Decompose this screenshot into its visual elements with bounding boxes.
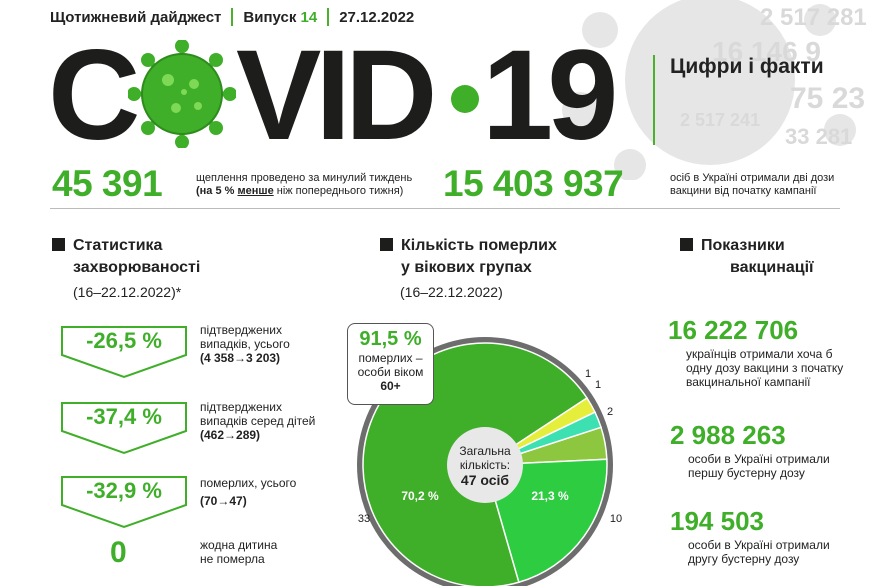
stat-range: (462→289) bbox=[200, 428, 261, 442]
vac-line: першу бустерну дозу bbox=[688, 466, 805, 480]
deaths-period: (16–22.12.2022) bbox=[400, 284, 503, 300]
count-label-1a: 1 bbox=[595, 379, 601, 391]
vac-line: другу бустерну дозу bbox=[688, 552, 800, 566]
total-label: Загальна bbox=[459, 444, 511, 458]
weekly-note-part-c: ніж попереднього тижня) bbox=[273, 185, 404, 197]
vaccination-title-line2: вакцинації bbox=[730, 259, 814, 276]
slice-label-70: 70,2 % bbox=[401, 489, 439, 503]
background-number: 75 23 bbox=[790, 82, 866, 115]
fully-note-line1: осіб в Україні отримали дві дози bbox=[670, 172, 835, 184]
section-bullet-icon bbox=[380, 238, 393, 251]
morbidity-period: (16–22.12.2022)* bbox=[73, 284, 182, 300]
issue-date: 27.12.2022 bbox=[339, 8, 415, 26]
stat-range: (4 358→3 203) bbox=[200, 351, 281, 365]
vac-line: українців отримали хоча б bbox=[686, 347, 833, 361]
morbidity-title-line2: захворюваності bbox=[73, 259, 201, 276]
green-dot-icon bbox=[451, 85, 479, 113]
callout-line: особи віком bbox=[357, 365, 424, 379]
total-label: кількість: bbox=[460, 458, 510, 472]
stat-range: (70→47) bbox=[200, 494, 247, 508]
first-booster-text: особи в Україні отримали першу бустерну … bbox=[688, 452, 830, 480]
count-label-1b: 1 bbox=[585, 368, 591, 380]
morbidity-title: Статистика захворюваності bbox=[52, 235, 200, 279]
count-label-33: 33 bbox=[358, 513, 370, 525]
deaths-change: -32,9 % bbox=[86, 478, 162, 503]
vac-line: особи в Україні отримали bbox=[688, 538, 830, 552]
confirmed-cases-change: -26,5 % bbox=[86, 328, 162, 353]
child-cases-text: підтверджених випадків серед дітей (462→… bbox=[200, 400, 315, 442]
deaths-title-line2: у вікових групах bbox=[401, 259, 532, 276]
callout-line: 60+ bbox=[380, 379, 401, 393]
background-number: 2 517 241 bbox=[680, 110, 761, 130]
digest-header: Щотижневий дайджест Випуск 14 27.12.2022 bbox=[50, 8, 414, 26]
fully-note-line2: вакцини від початку кампанії bbox=[670, 185, 817, 197]
one-dose-value: 16 222 706 bbox=[668, 315, 799, 345]
vaccination-title-line1: Показники bbox=[701, 237, 785, 254]
vac-line: особи в Україні отримали bbox=[688, 452, 830, 466]
section-bullet-icon bbox=[52, 238, 65, 251]
second-booster-text: особи в Україні отримали другу бустерну … bbox=[688, 538, 830, 566]
weekly-vaccinations-note: щеплення проведено за минулий тиждень (н… bbox=[196, 172, 436, 198]
morbidity-title-line1: Статистика bbox=[73, 237, 163, 254]
second-booster-value: 194 503 bbox=[670, 506, 764, 536]
stat-line: підтверджених bbox=[200, 323, 283, 337]
title-number-19: 19 bbox=[482, 24, 618, 167]
header-divider bbox=[231, 8, 234, 26]
down-arrow-icon bbox=[61, 402, 187, 455]
background-number: 16 146 9 bbox=[712, 36, 821, 67]
subtitle: Цифри і факти bbox=[670, 55, 824, 78]
issue-label: Випуск bbox=[243, 8, 297, 26]
down-arrow-icon bbox=[61, 326, 187, 379]
slice-10 bbox=[484, 458, 608, 584]
background-number: 2 517 281 bbox=[760, 4, 867, 31]
section-bullet-icon bbox=[680, 238, 693, 251]
first-booster-value: 2 988 263 bbox=[670, 420, 786, 450]
vac-line: одну дозу вакцини з початку bbox=[686, 361, 844, 375]
stat-line: не померла bbox=[200, 552, 265, 566]
child-deaths-text: жодна дитина не померла bbox=[200, 538, 277, 566]
section-divider bbox=[50, 208, 840, 209]
vaccination-title: Показники вакцинації bbox=[680, 235, 814, 279]
child-deaths-value: 0 bbox=[110, 536, 127, 569]
title-letter-c: C bbox=[48, 24, 140, 167]
stat-line: померлих, усього bbox=[200, 476, 297, 490]
count-label-10: 10 bbox=[610, 513, 622, 525]
callout-percent: 91,5 % bbox=[359, 328, 422, 350]
deaths-text: померлих, усього (70→47) bbox=[200, 476, 296, 508]
deaths-title: Кількість померлих у вікових групах bbox=[380, 235, 557, 279]
digest-label: Щотижневий дайджест bbox=[50, 8, 222, 26]
title-divider bbox=[653, 55, 655, 145]
background-virus-watermark bbox=[562, 0, 856, 180]
virus-icon bbox=[128, 40, 236, 148]
stat-line: жодна дитина bbox=[200, 538, 278, 552]
deaths-title-line1: Кількість померлих bbox=[401, 237, 557, 254]
down-arrow-icon bbox=[61, 476, 187, 529]
header-divider bbox=[327, 8, 330, 26]
total-value: 47 осіб bbox=[461, 472, 510, 488]
title-letters-vid: VID bbox=[236, 24, 437, 167]
callout-line: померлих – bbox=[358, 351, 423, 365]
fully-vaccinated-value: 15 403 937 bbox=[443, 163, 624, 204]
pie-center bbox=[447, 427, 523, 503]
one-dose-text: українців отримали хоча б одну дозу вакц… bbox=[686, 347, 843, 389]
stat-line: підтверджених bbox=[200, 400, 283, 414]
count-label-2: 2 bbox=[607, 406, 613, 418]
callout-box: 91,5 % померлих – особи віком 60+ bbox=[347, 323, 434, 405]
stat-line: випадків серед дітей bbox=[200, 414, 316, 428]
slice-label-21: 21,3 % bbox=[531, 489, 569, 503]
weekly-note-line1: щеплення проведено за минулий тиждень bbox=[196, 172, 413, 184]
vac-line: вакцинальної кампанії bbox=[686, 375, 811, 389]
confirmed-cases-text: підтверджених випадків, усього (4 358→3 … bbox=[200, 323, 290, 365]
weekly-note-part-a: (на 5 % bbox=[196, 185, 238, 197]
issue-number: 14 bbox=[300, 8, 318, 26]
child-cases-change: -37,4 % bbox=[86, 404, 162, 429]
weekly-note-part-b: менше bbox=[237, 185, 274, 197]
background-number: 33 281 bbox=[785, 124, 853, 149]
weekly-vaccinations-value: 45 391 bbox=[52, 163, 163, 204]
stat-line: випадків, усього bbox=[200, 337, 290, 351]
fully-vaccinated-note: осіб в Україні отримали дві дози вакцини… bbox=[670, 172, 870, 198]
